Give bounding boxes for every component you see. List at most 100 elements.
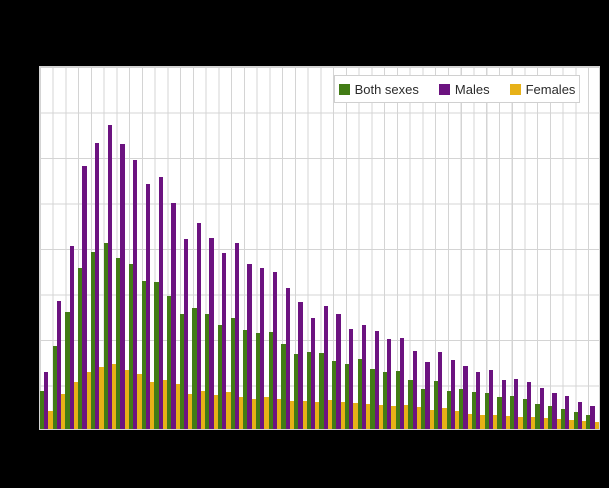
bar-both-sexes-14: [205, 314, 210, 429]
bar-males-11: [171, 202, 176, 429]
bar-females-7: [124, 370, 129, 429]
bar-males-18: [260, 268, 265, 429]
bar-males-39: [526, 381, 532, 429]
bar-groups: [40, 67, 599, 429]
bar-females-10: [162, 380, 168, 429]
bar-group-3: [65, 67, 79, 429]
bar-group-10: [154, 67, 168, 429]
bar-males-24: [336, 313, 341, 429]
bar-both-sexes-44: [586, 414, 591, 429]
bar-group-36: [484, 67, 498, 429]
legend-item-both-sexes[interactable]: Both sexes: [338, 81, 419, 97]
bar-both-sexes-29: [395, 371, 400, 429]
bar-females-34: [467, 414, 472, 429]
bar-females-2: [61, 393, 66, 429]
legend-item-females[interactable]: Females: [509, 81, 576, 97]
bar-females-21: [302, 400, 307, 429]
bar-both-sexes-21: [294, 354, 299, 429]
bar-males-37: [501, 380, 506, 429]
bar-group-27: [370, 67, 383, 429]
bar-group-6: [103, 67, 117, 429]
bar-males-20: [285, 288, 290, 429]
bar-females-8: [137, 374, 142, 429]
legend-item-males[interactable]: Males: [438, 81, 490, 97]
bar-group-41: [548, 67, 561, 429]
bar-males-1: [44, 372, 49, 429]
bar-females-19: [277, 398, 282, 429]
bar-both-sexes-19: [268, 332, 273, 429]
bar-females-28: [391, 406, 396, 429]
bar-both-sexes-5: [90, 251, 96, 429]
plot-area: Both sexes Males Females: [39, 66, 600, 430]
bar-group-21: [294, 67, 307, 429]
bar-males-31: [425, 362, 430, 429]
bar-males-21: [298, 302, 303, 429]
bar-males-7: [120, 143, 125, 429]
bar-females-3: [73, 381, 79, 429]
legend-label-males: Males: [454, 81, 490, 97]
bar-both-sexes-26: [357, 359, 362, 429]
bar-males-38: [514, 378, 519, 429]
bar-females-44: [594, 422, 599, 429]
bar-females-20: [289, 400, 295, 429]
bar-group-37: [497, 67, 511, 429]
bar-females-40: [543, 417, 549, 429]
bar-males-15: [222, 252, 227, 429]
bar-both-sexes-18: [255, 333, 261, 429]
bar-females-36: [493, 414, 498, 429]
bar-group-17: [243, 67, 256, 429]
bar-group-44: [586, 67, 599, 429]
bar-females-38: [518, 416, 523, 429]
bar-both-sexes-37: [497, 397, 502, 429]
bar-group-40: [535, 67, 549, 429]
bar-group-4: [78, 67, 91, 429]
bar-females-35: [480, 414, 485, 429]
bar-males-25: [349, 329, 354, 429]
bar-both-sexes-34: [459, 389, 464, 429]
bar-group-33: [446, 67, 460, 429]
bar-males-8: [133, 159, 138, 429]
bar-males-41: [552, 393, 557, 429]
bar-males-16: [234, 243, 240, 429]
bar-group-13: [192, 67, 206, 429]
bar-both-sexes-25: [344, 364, 350, 429]
bar-both-sexes-11: [167, 295, 172, 429]
bar-both-sexes-8: [128, 264, 134, 429]
bar-both-sexes-33: [446, 391, 451, 429]
bar-males-2: [56, 301, 62, 429]
males-swatch-icon: [438, 83, 450, 95]
bar-group-19: [268, 67, 282, 429]
bar-both-sexes-35: [471, 391, 477, 429]
legend-label-both-sexes: Both sexes: [354, 81, 419, 97]
bar-group-1: [40, 67, 53, 429]
bar-males-30: [412, 351, 417, 429]
bar-both-sexes-31: [421, 389, 426, 429]
bar-both-sexes-16: [230, 318, 235, 429]
legend-label-females: Females: [525, 81, 576, 97]
bar-males-3: [69, 246, 74, 429]
bar-both-sexes-27: [370, 369, 375, 429]
bar-group-18: [255, 67, 269, 429]
bar-group-29: [395, 67, 409, 429]
bar-males-43: [577, 401, 582, 429]
bar-males-23: [323, 305, 328, 429]
bar-both-sexes-22: [306, 352, 311, 429]
bar-both-sexes-17: [243, 330, 248, 429]
bar-group-11: [167, 67, 180, 429]
bar-males-26: [361, 324, 367, 429]
bar-group-2: [52, 67, 66, 429]
bar-both-sexes-9: [141, 281, 146, 429]
bar-group-43: [573, 67, 587, 429]
bar-females-42: [569, 420, 574, 429]
bar-females-33: [454, 410, 460, 429]
bar-females-5: [99, 367, 104, 429]
bar-males-29: [399, 337, 405, 429]
bar-males-28: [387, 339, 392, 429]
bar-females-23: [327, 400, 333, 429]
bar-females-6: [111, 363, 117, 429]
bar-males-36: [488, 370, 494, 429]
bar-both-sexes-42: [560, 408, 566, 429]
bar-females-22: [315, 402, 320, 429]
bar-males-44: [590, 405, 595, 429]
bar-both-sexes-1: [40, 391, 45, 429]
